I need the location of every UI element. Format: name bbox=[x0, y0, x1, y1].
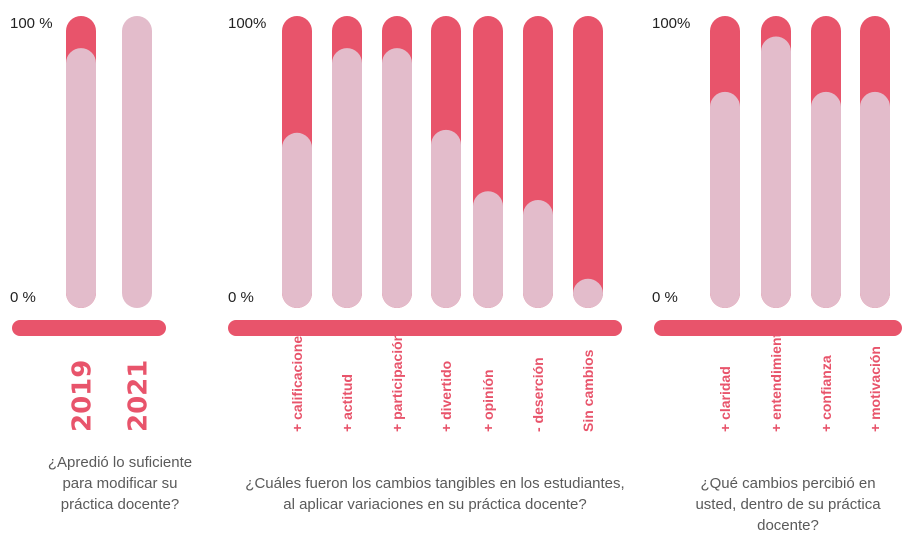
y-min-label-3: 0 % bbox=[652, 289, 678, 306]
category-label-2-3: + participación bbox=[389, 333, 405, 432]
question-1: ¿Apredió lo suficiente para modificar su… bbox=[47, 454, 193, 513]
category-label-1-2: 2021 bbox=[123, 360, 153, 432]
bar-bottom-2-7 bbox=[573, 278, 603, 308]
category-label-2-6: - deserción bbox=[530, 357, 546, 432]
bar-bottom-2-3 bbox=[382, 48, 412, 309]
bar-bottom-2-2 bbox=[332, 48, 362, 309]
bar-bottom-1-2 bbox=[122, 16, 152, 308]
axis-line-1 bbox=[12, 320, 166, 336]
category-label-2-5: + opinión bbox=[480, 369, 496, 432]
y-max-label-1: 100 % bbox=[10, 15, 53, 32]
question-3: ¿Qué cambios percibió en usted, dentro d… bbox=[695, 475, 881, 534]
y-max-label-2: 100% bbox=[228, 15, 266, 32]
category-label-2-7: Sin cambios bbox=[580, 349, 596, 432]
question-2: ¿Cuáles fueron los cambios tangibles en … bbox=[245, 475, 625, 513]
y-max-label-3: 100% bbox=[652, 15, 690, 32]
category-label-3-4: + motivación bbox=[867, 346, 883, 432]
bar-bottom-2-6 bbox=[523, 199, 553, 308]
bar-bottom-1-1 bbox=[66, 48, 96, 309]
bar-bottom-2-1 bbox=[282, 132, 312, 308]
axis-line-3 bbox=[654, 320, 902, 336]
bar-bottom-2-5 bbox=[473, 191, 503, 308]
category-label-2-4: + divertido bbox=[438, 361, 454, 432]
bar-bottom-3-1 bbox=[710, 91, 740, 308]
category-label-1-1: 2019 bbox=[67, 360, 97, 432]
y-min-label-1: 0 % bbox=[10, 289, 36, 306]
bar-bottom-2-4 bbox=[431, 129, 461, 308]
y-min-label-2: 0 % bbox=[228, 289, 254, 306]
category-label-2-1: + calificaciones bbox=[289, 328, 305, 432]
bar-top-2-7 bbox=[573, 16, 603, 308]
bar-bottom-3-2 bbox=[761, 36, 791, 308]
category-label-2-2: + actitud bbox=[339, 374, 355, 432]
bar-bottom-3-3 bbox=[811, 91, 841, 308]
category-label-3-2: + entendimiento bbox=[768, 324, 784, 432]
category-label-3-1: + claridad bbox=[717, 366, 733, 432]
axis-line-2 bbox=[228, 320, 622, 336]
bar-bottom-3-4 bbox=[860, 91, 890, 308]
category-label-3-3: + confianza bbox=[818, 355, 834, 432]
